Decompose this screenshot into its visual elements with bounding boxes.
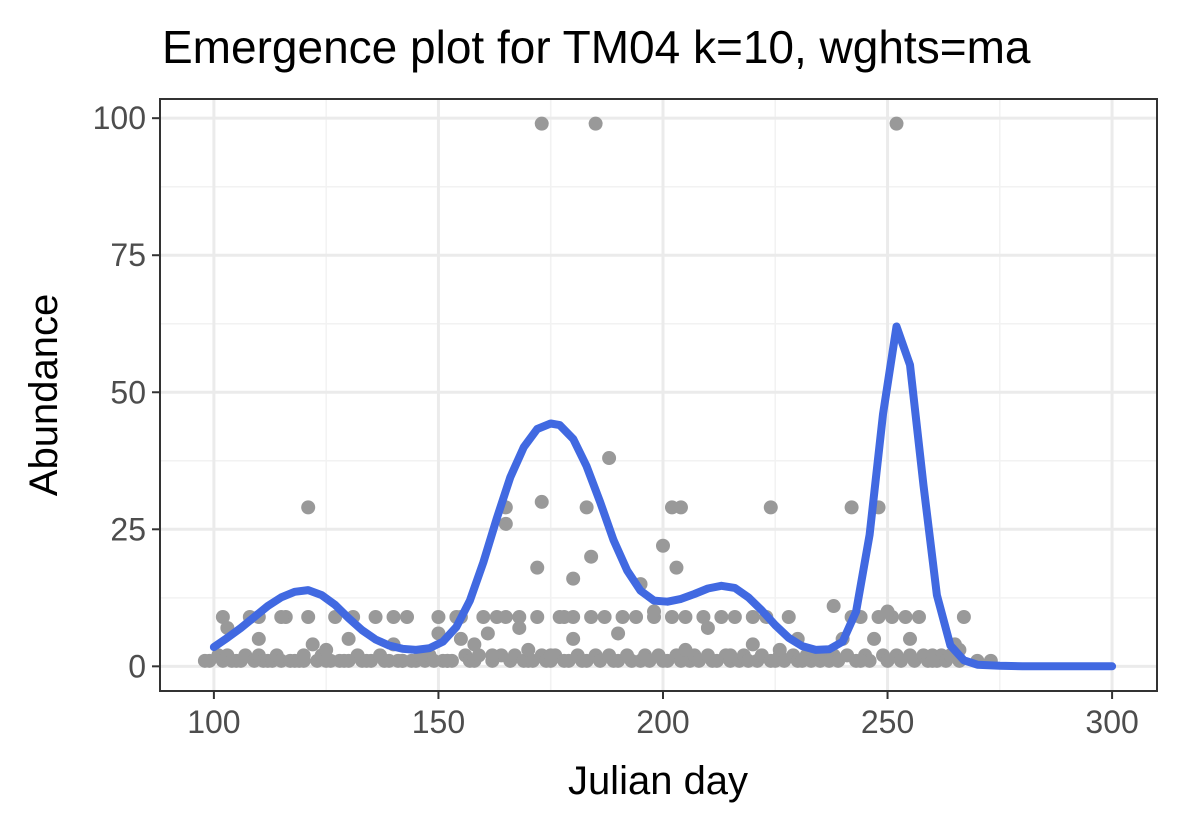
- data-point: [647, 604, 662, 619]
- data-point: [597, 610, 612, 624]
- x-tick-label: 250: [861, 704, 914, 740]
- data-point: [467, 637, 482, 652]
- data-point: [471, 648, 486, 663]
- data-point: [911, 610, 926, 624]
- data-point: [512, 610, 527, 624]
- data-point: [440, 653, 455, 668]
- data-point: [678, 642, 693, 657]
- data-point: [844, 500, 859, 515]
- data-point: [584, 549, 599, 564]
- data-point: [498, 610, 513, 624]
- data-point: [453, 631, 468, 646]
- data-point: [301, 610, 316, 624]
- data-point: [615, 610, 630, 624]
- data-point: [880, 604, 895, 619]
- data-point: [678, 610, 693, 624]
- data-point: [956, 610, 971, 624]
- data-point: [534, 494, 549, 509]
- y-tick-label: 75: [110, 237, 146, 273]
- x-axis-title: Julian day: [568, 759, 748, 803]
- emergence-curve: [209, 322, 1117, 671]
- data-point: [566, 571, 581, 586]
- data-point: [386, 610, 401, 624]
- data-point: [480, 626, 495, 641]
- y-tick-label: 0: [128, 648, 146, 684]
- data-point: [395, 653, 410, 668]
- data-point: [781, 610, 796, 624]
- data-point: [898, 610, 913, 624]
- y-tick-labels: 0 25 50 75 100: [93, 100, 146, 684]
- data-point: [655, 538, 670, 553]
- data-point: [485, 648, 500, 663]
- y-tick-label: 25: [110, 511, 146, 547]
- data-point: [745, 610, 760, 624]
- data-point: [700, 620, 715, 635]
- data-point: [498, 516, 513, 531]
- data-point: [566, 631, 581, 646]
- data-points: [197, 116, 998, 668]
- data-point: [611, 626, 626, 641]
- data-point: [319, 642, 334, 657]
- data-point: [723, 648, 738, 663]
- data-point: [400, 610, 415, 624]
- data-point: [925, 653, 940, 668]
- data-point: [431, 610, 446, 624]
- data-point: [745, 637, 760, 652]
- x-tick-labels: 100 150 200 250 300: [187, 704, 1139, 740]
- data-point: [341, 653, 356, 668]
- data-point: [579, 500, 594, 515]
- data-point: [673, 500, 688, 515]
- x-tick-label: 150: [412, 704, 465, 740]
- data-point: [301, 500, 316, 515]
- data-point: [889, 116, 904, 131]
- data-point: [296, 653, 311, 668]
- data-point: [772, 642, 787, 657]
- data-point: [584, 610, 599, 624]
- x-tick-label: 100: [187, 704, 240, 740]
- x-tick-label: 200: [636, 704, 689, 740]
- y-axis-title: Abundance: [22, 294, 66, 496]
- data-point: [714, 610, 729, 624]
- data-point: [664, 610, 679, 624]
- data-point: [251, 631, 266, 646]
- data-point: [274, 610, 289, 624]
- y-tick-label: 50: [110, 374, 146, 410]
- data-point: [341, 631, 356, 646]
- data-point: [853, 653, 868, 668]
- data-point: [867, 631, 882, 646]
- data-point: [305, 637, 320, 652]
- data-point: [727, 610, 742, 624]
- data-point: [902, 631, 917, 646]
- data-point: [512, 620, 527, 635]
- data-point: [763, 500, 778, 515]
- data-point: [602, 451, 617, 466]
- x-tick-label: 300: [1085, 704, 1138, 740]
- panel-border: [159, 98, 1158, 692]
- data-point: [476, 610, 491, 624]
- data-point: [826, 599, 841, 614]
- data-point: [530, 610, 545, 624]
- data-point: [521, 642, 536, 657]
- y-tick-label: 100: [93, 100, 146, 136]
- data-point: [696, 610, 711, 624]
- data-point: [669, 560, 684, 575]
- data-point: [534, 116, 549, 131]
- data-point: [215, 610, 230, 624]
- data-point: [530, 560, 545, 575]
- chart-title: Emergence plot for TM04 k=10, wghts=ma: [162, 21, 1031, 73]
- emergence-curve-layer: [209, 322, 1117, 671]
- data-point: [557, 610, 572, 624]
- data-point: [629, 610, 644, 624]
- data-point: [588, 116, 603, 131]
- axis-ticks: [152, 117, 1114, 699]
- data-point: [543, 648, 558, 663]
- data-point: [368, 610, 383, 624]
